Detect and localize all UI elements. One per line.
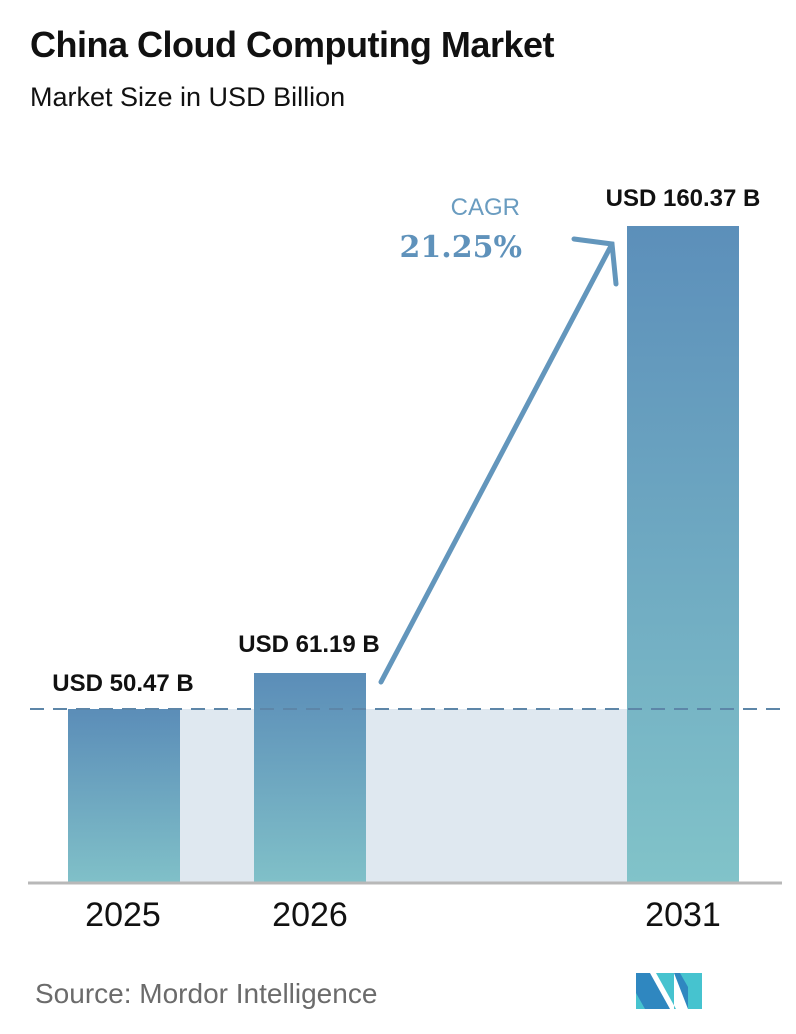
bar-2026[interactable] — [254, 673, 366, 882]
bar-2031[interactable] — [627, 226, 739, 882]
value-label-2025: USD 50.47 B — [52, 670, 193, 697]
value-label-2031: USD 160.37 B — [606, 185, 761, 212]
year-label-2031: 2031 — [645, 896, 721, 934]
mordor-intelligence-logo-icon — [636, 973, 702, 1009]
chart-title: China Cloud Computing Market — [30, 24, 554, 65]
value-label-2026: USD 61.19 B — [238, 631, 379, 658]
cagr-value: 21.25% — [400, 230, 522, 265]
source-label: Source: Mordor Intelligence — [35, 978, 378, 1009]
year-label-2025: 2025 — [85, 896, 161, 934]
cagr-label: CAGR — [451, 194, 520, 221]
year-label-2026: 2026 — [272, 896, 348, 934]
chart-subtitle: Market Size in USD Billion — [30, 82, 346, 112]
bar-2025[interactable] — [68, 709, 180, 882]
cagr-arrow-icon — [378, 236, 619, 685]
